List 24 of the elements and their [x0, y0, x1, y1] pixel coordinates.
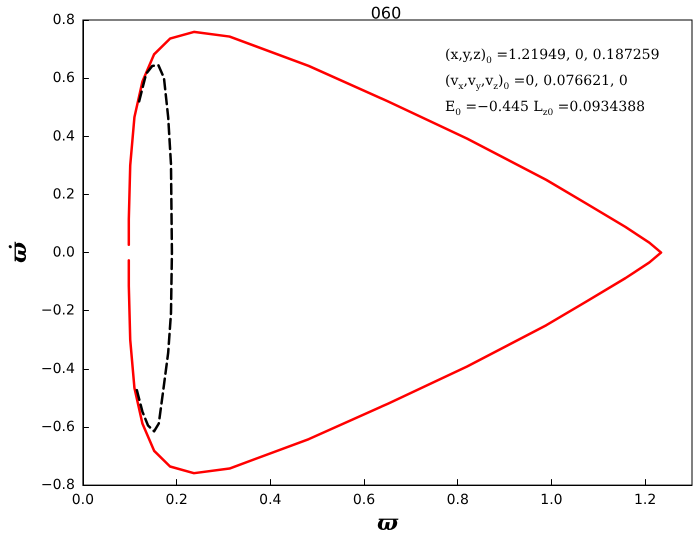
chart-title: 060 [370, 4, 402, 22]
line-series [135, 64, 174, 433]
annotation: (x,y,z)$_{0}$ =1.21949, 0, 0.187259 [445, 46, 660, 68]
text: (v$_{x}$,v$_{y}$,v$_{z}$)$_{0}$ =0, 0.076621, 0 [445, 72, 628, 92]
x-tick-label: 1.0 [540, 492, 563, 508]
y-tick-label: −0.6 [40, 418, 75, 435]
x-tick-label: 0.2 [165, 492, 188, 508]
x-axis-title: ϖ [376, 510, 399, 536]
y-tick-label: −0.2 [40, 302, 75, 319]
y-tick-label: −0.4 [40, 360, 75, 377]
y-tick-label: 0.0 [52, 244, 75, 261]
y-tick-label: 0.6 [52, 70, 75, 86]
x-tick-label: 0.4 [259, 492, 282, 508]
y-axis-title: ϖ̇ [6, 241, 32, 264]
line-series [128, 30, 662, 474]
y-tick-label: −0.8 [40, 477, 75, 494]
y-tick-label: 0.2 [52, 186, 75, 202]
annotation: E$_{0}$ =−0.445 L$_{z0}$ =0.0934388 [445, 98, 646, 120]
x-tick-label: 0.6 [352, 492, 376, 508]
y-tick-label: 0.4 [52, 128, 75, 144]
x-tick-label: 1.2 [634, 492, 656, 508]
x-tick-label: 0.0 [72, 492, 94, 508]
y-tick-label: 0.8 [52, 12, 75, 28]
x-tick-label: 0.8 [446, 492, 469, 508]
